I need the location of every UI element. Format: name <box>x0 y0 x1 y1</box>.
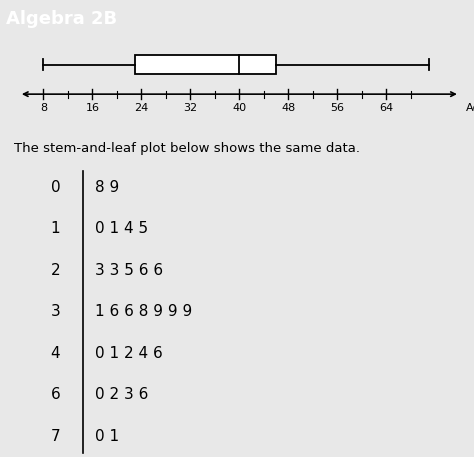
Text: 0: 0 <box>51 180 60 195</box>
Text: Algebra 2B: Algebra 2B <box>6 11 117 28</box>
Text: 64: 64 <box>379 103 393 112</box>
Text: 1: 1 <box>51 222 60 236</box>
Text: 0 1 2 4 6: 0 1 2 4 6 <box>95 346 163 361</box>
Text: 24: 24 <box>134 103 148 112</box>
Text: 8 9: 8 9 <box>95 180 119 195</box>
Text: 1 6 6 8 9 9 9: 1 6 6 8 9 9 9 <box>95 304 192 319</box>
Text: 48: 48 <box>281 103 295 112</box>
Text: 8: 8 <box>40 103 47 112</box>
Text: Ages: Ages <box>466 103 474 112</box>
Text: 3 3 5 6 6: 3 3 5 6 6 <box>95 263 163 278</box>
Text: 6: 6 <box>50 388 60 402</box>
Text: 2: 2 <box>51 263 60 278</box>
Bar <box>135 55 276 74</box>
Text: 0 2 3 6: 0 2 3 6 <box>95 388 148 402</box>
Text: The stem-and-leaf plot below shows the same data.: The stem-and-leaf plot below shows the s… <box>14 142 360 155</box>
Text: 4: 4 <box>51 346 60 361</box>
Text: 40: 40 <box>232 103 246 112</box>
Text: 16: 16 <box>85 103 100 112</box>
Text: 7: 7 <box>51 429 60 444</box>
Text: 0 1 4 5: 0 1 4 5 <box>95 222 148 236</box>
Text: 56: 56 <box>330 103 344 112</box>
Text: 32: 32 <box>183 103 198 112</box>
Text: 0 1: 0 1 <box>95 429 119 444</box>
Text: 3: 3 <box>50 304 60 319</box>
